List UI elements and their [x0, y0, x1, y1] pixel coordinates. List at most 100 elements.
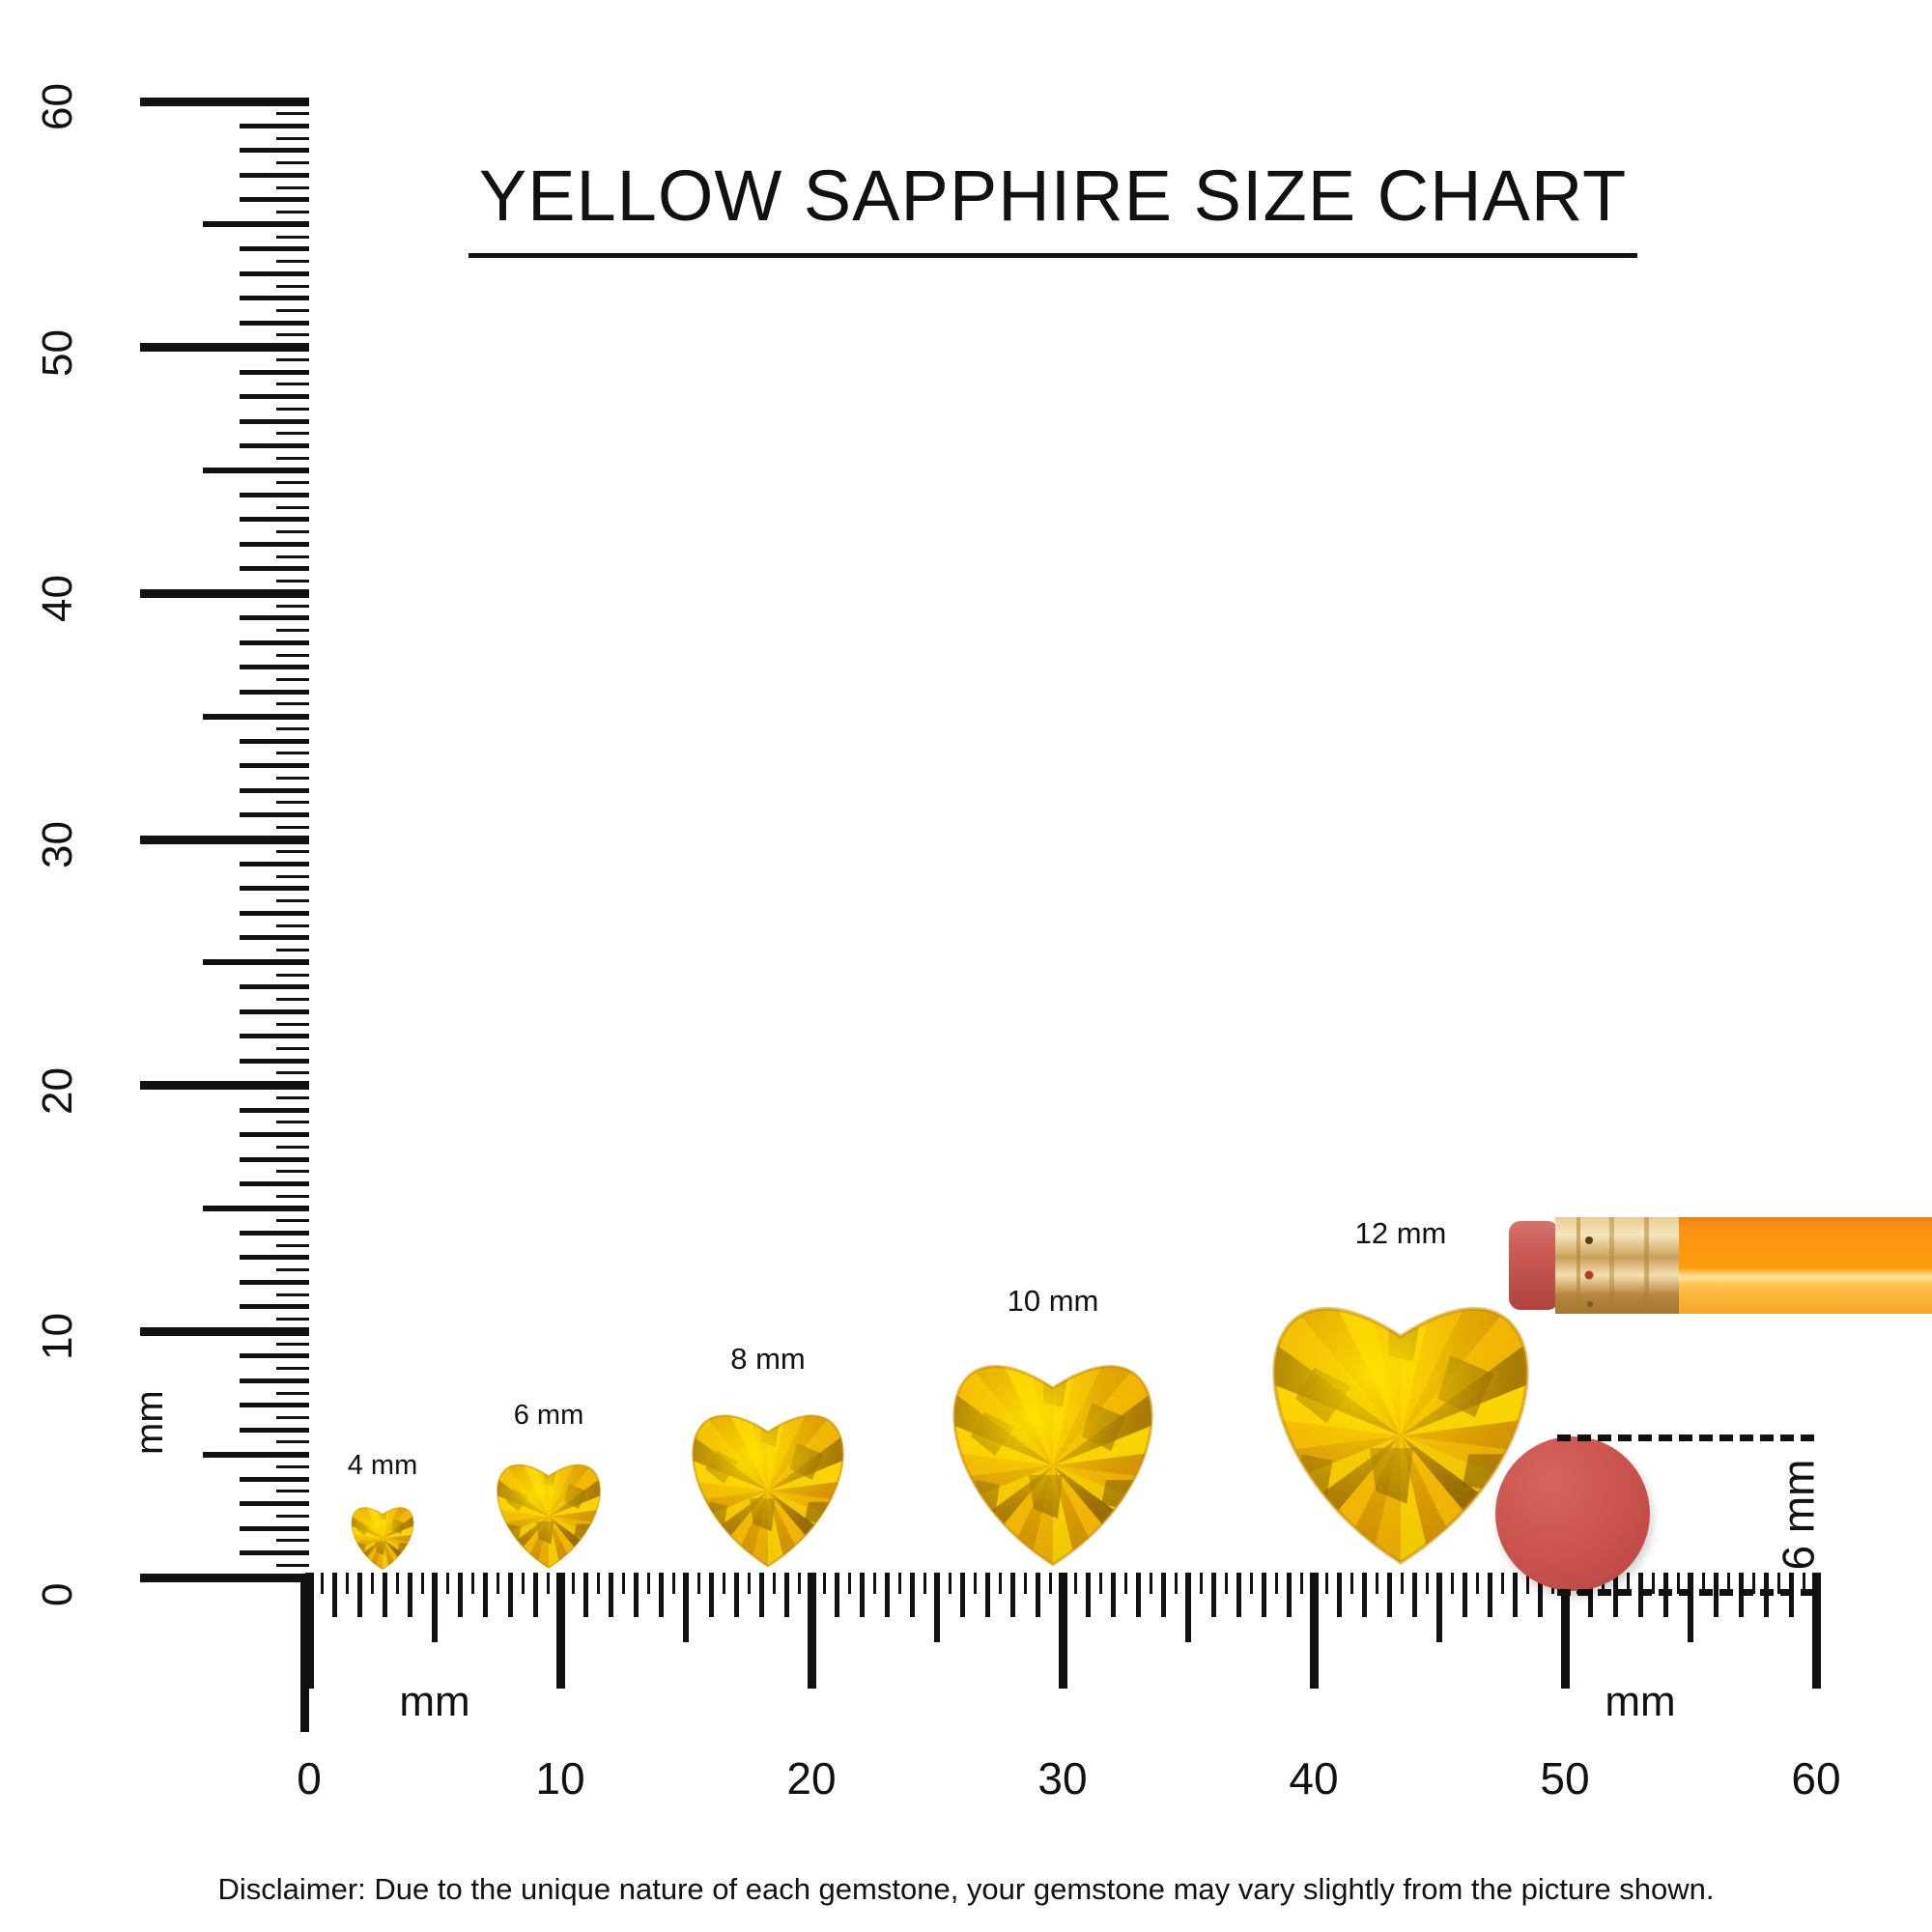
vertical-ruler: 0 10 20 30 40 50 60 mm: [0, 0, 309, 1642]
vruler-minor-tick: [240, 1476, 309, 1482]
hruler-minor-tick: [897, 1573, 901, 1594]
eraser-reference: [1495, 1436, 1650, 1591]
vruler-minor-tick: [240, 1156, 309, 1162]
hruler-minor-tick: [884, 1573, 890, 1617]
vruler-minor-tick: [240, 738, 309, 744]
vruler-minor-tick: [240, 148, 309, 154]
vruler-minor-tick: [276, 1293, 309, 1296]
hruler-major-tick: [1811, 1573, 1821, 1689]
hruler-minor-tick: [1261, 1573, 1266, 1617]
vruler-minor-tick: [276, 1464, 309, 1468]
hruler-major-tick: [1309, 1573, 1319, 1689]
hruler-minor-tick: [658, 1573, 664, 1617]
hruler-minor-tick: [608, 1573, 613, 1617]
hruler-minor-tick: [1676, 1573, 1680, 1594]
vruler-minor-tick: [276, 1342, 309, 1346]
vruler-minor-tick: [276, 1367, 309, 1371]
hruler-tick-label: 40: [1289, 1753, 1339, 1804]
hruler-minor-tick: [973, 1573, 977, 1594]
vruler-minor-tick: [276, 1046, 309, 1050]
hruler-minor-tick: [1249, 1573, 1253, 1594]
vruler-minor-tick: [240, 443, 309, 449]
vruler-minor-tick: [276, 801, 309, 805]
hruler-minor-tick: [571, 1573, 575, 1594]
hruler-tick-label: 10: [535, 1753, 585, 1804]
hruler-tick-label: 30: [1037, 1753, 1088, 1804]
hruler-major-tick: [555, 1573, 565, 1689]
hruler-minor-tick: [1726, 1573, 1730, 1594]
hruler-major-tick: [807, 1573, 816, 1689]
vruler-minor-tick: [276, 580, 309, 583]
hruler-minor-tick: [1274, 1573, 1278, 1594]
hruler-minor-tick: [1462, 1573, 1467, 1617]
hruler-minor-tick: [872, 1573, 876, 1594]
hruler-minor-tick: [1802, 1573, 1805, 1594]
vruler-minor-tick: [276, 161, 309, 165]
vruler-minor-tick: [276, 554, 309, 558]
eraser-dimension-top-line: [1557, 1435, 1814, 1441]
vruler-minor-tick: [240, 689, 309, 695]
vruler-minor-tick: [276, 899, 309, 903]
gemstone-10mm: [932, 1330, 1174, 1572]
vruler-minor-tick: [276, 407, 309, 411]
vruler-minor-tick: [240, 1403, 309, 1408]
vruler-minor-tick: [240, 492, 309, 497]
hruler-minor-tick: [596, 1573, 600, 1594]
hruler-minor-tick: [1350, 1573, 1353, 1594]
hruler-minor-tick: [984, 1573, 990, 1617]
pencil-reference: [1509, 1215, 1932, 1317]
vruler-minor-tick: [240, 1058, 309, 1064]
vruler-minor-tick: [276, 235, 309, 239]
vruler-minor-tick: [276, 949, 309, 952]
hruler-minor-tick: [998, 1573, 1002, 1594]
hruler-minor-tick: [507, 1573, 513, 1617]
vruler-minor-tick: [276, 923, 309, 927]
hruler-minor-tick: [1174, 1573, 1178, 1594]
vruler-minor-tick: [240, 1427, 309, 1433]
vruler-minor-tick: [276, 1095, 309, 1099]
vruler-minor-tick: [276, 1219, 309, 1223]
vruler-minor-tick: [276, 1071, 309, 1075]
hruler-major-tick: [304, 1573, 314, 1689]
vruler-major-tick: [140, 1573, 309, 1582]
vruler-mid-tick: [203, 468, 309, 473]
vruler-mid-tick: [203, 1206, 309, 1211]
hruler-minor-tick: [1110, 1573, 1116, 1617]
vruler-minor-tick: [276, 1514, 309, 1518]
vruler-major-tick: [140, 343, 309, 353]
gemstone-label-8mm: 8 mm: [730, 1342, 806, 1376]
hruler-minor-tick: [407, 1573, 412, 1617]
hruler-minor-tick: [1751, 1573, 1755, 1594]
vruler-minor-tick: [276, 1022, 309, 1026]
vruler-minor-tick: [240, 935, 309, 941]
vruler-minor-tick: [276, 432, 309, 436]
vruler-minor-tick: [240, 1034, 309, 1039]
vruler-major-tick: [140, 588, 309, 598]
vruler-minor-tick: [276, 333, 309, 337]
vruler-minor-tick: [276, 211, 309, 214]
vruler-minor-tick: [240, 517, 309, 523]
hruler-tick-label: 50: [1540, 1753, 1590, 1804]
vruler-mid-tick: [203, 959, 309, 966]
vruler-minor-tick: [240, 984, 309, 990]
vruler-mid-tick: [203, 713, 309, 720]
hruler-minor-tick: [1048, 1573, 1052, 1594]
vruler-minor-tick: [240, 1501, 309, 1507]
vruler-minor-tick: [276, 874, 309, 878]
vruler-minor-tick: [240, 541, 309, 547]
vruler-minor-tick: [276, 1539, 309, 1543]
hruler-minor-tick: [345, 1573, 349, 1594]
hruler-minor-tick: [959, 1573, 965, 1617]
disclaimer-text: Disclaimer: Due to the unique nature of …: [217, 1872, 1715, 1906]
vruler-minor-tick: [240, 1181, 309, 1187]
hruler-minor-tick: [1160, 1573, 1166, 1617]
hruler-mid-tick: [1436, 1573, 1442, 1642]
vruler-minor-tick: [276, 136, 309, 140]
hruler-minor-tick: [1475, 1573, 1479, 1594]
hruler-minor-tick: [1651, 1573, 1655, 1594]
hruler-minor-tick: [457, 1573, 463, 1617]
eraser-dimension-bottom-line: [1557, 1589, 1814, 1596]
hruler-minor-tick: [1512, 1573, 1518, 1617]
hruler-minor-tick: [1098, 1573, 1102, 1594]
hruler-tick-label: 0: [297, 1753, 322, 1804]
